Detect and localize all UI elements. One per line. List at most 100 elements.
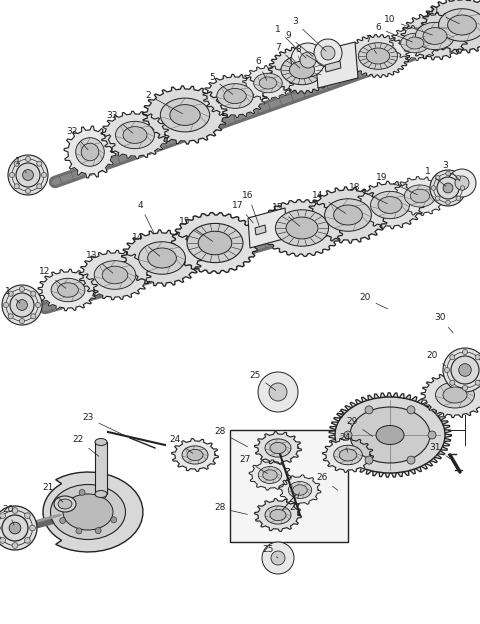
- Text: 14: 14: [312, 190, 346, 213]
- Ellipse shape: [404, 185, 436, 207]
- Circle shape: [2, 515, 28, 541]
- Ellipse shape: [76, 138, 104, 167]
- Circle shape: [25, 188, 31, 193]
- Text: 13: 13: [86, 250, 113, 273]
- Text: 9: 9: [285, 31, 313, 56]
- Ellipse shape: [160, 98, 210, 132]
- Ellipse shape: [265, 506, 291, 524]
- Circle shape: [25, 157, 31, 162]
- Text: 16: 16: [242, 190, 259, 225]
- Circle shape: [321, 46, 335, 60]
- Polygon shape: [254, 499, 301, 532]
- Circle shape: [462, 386, 468, 391]
- Text: 7: 7: [365, 36, 376, 54]
- Text: 22: 22: [72, 436, 99, 456]
- Text: 11: 11: [429, 7, 459, 24]
- Circle shape: [8, 314, 13, 319]
- Text: 19: 19: [376, 173, 418, 195]
- Text: 12: 12: [39, 268, 66, 288]
- Circle shape: [271, 551, 285, 565]
- Text: 28: 28: [214, 427, 248, 447]
- Ellipse shape: [270, 509, 286, 520]
- Text: 20: 20: [426, 351, 446, 366]
- Text: 3: 3: [292, 17, 326, 51]
- Text: 14: 14: [132, 233, 160, 256]
- Circle shape: [10, 172, 14, 178]
- Ellipse shape: [148, 248, 177, 268]
- Ellipse shape: [324, 199, 372, 232]
- Circle shape: [475, 380, 480, 385]
- Ellipse shape: [339, 449, 357, 461]
- Ellipse shape: [139, 241, 185, 275]
- Circle shape: [36, 303, 40, 308]
- Polygon shape: [347, 35, 409, 77]
- Ellipse shape: [406, 37, 424, 49]
- Text: 28: 28: [214, 504, 247, 514]
- Circle shape: [444, 368, 450, 373]
- Circle shape: [76, 528, 82, 534]
- Circle shape: [41, 172, 47, 178]
- Polygon shape: [393, 177, 447, 215]
- Circle shape: [300, 52, 316, 68]
- Ellipse shape: [410, 189, 430, 203]
- Circle shape: [31, 291, 36, 296]
- Circle shape: [14, 183, 19, 189]
- Ellipse shape: [289, 61, 314, 79]
- Circle shape: [37, 161, 42, 166]
- Circle shape: [450, 354, 455, 360]
- Circle shape: [12, 543, 18, 548]
- Circle shape: [450, 380, 455, 385]
- Polygon shape: [43, 472, 143, 552]
- Circle shape: [455, 176, 469, 190]
- Ellipse shape: [286, 217, 318, 239]
- Text: 24: 24: [339, 434, 350, 452]
- Circle shape: [24, 513, 30, 519]
- Ellipse shape: [94, 261, 136, 290]
- Circle shape: [23, 170, 34, 180]
- Circle shape: [258, 372, 298, 412]
- Ellipse shape: [58, 499, 72, 509]
- Polygon shape: [421, 373, 480, 417]
- Polygon shape: [242, 66, 293, 100]
- Text: 2: 2: [145, 90, 182, 114]
- Polygon shape: [315, 42, 358, 88]
- Circle shape: [10, 293, 34, 317]
- Circle shape: [59, 502, 65, 508]
- Text: 31: 31: [429, 444, 450, 459]
- Polygon shape: [79, 250, 151, 300]
- Circle shape: [24, 537, 30, 544]
- Text: 25: 25: [262, 545, 278, 558]
- Ellipse shape: [334, 205, 362, 225]
- Circle shape: [12, 507, 18, 514]
- Ellipse shape: [334, 446, 362, 465]
- Circle shape: [428, 431, 436, 439]
- Circle shape: [446, 171, 450, 176]
- Ellipse shape: [288, 482, 312, 499]
- Circle shape: [344, 431, 352, 439]
- Text: 20: 20: [2, 505, 14, 525]
- Circle shape: [14, 161, 19, 166]
- Circle shape: [16, 163, 40, 187]
- Polygon shape: [255, 225, 266, 235]
- Text: 26: 26: [316, 474, 338, 490]
- Text: 24: 24: [169, 436, 193, 453]
- Polygon shape: [254, 432, 301, 464]
- Text: 6: 6: [375, 24, 412, 42]
- Circle shape: [2, 285, 42, 325]
- Text: 4: 4: [137, 200, 154, 233]
- Polygon shape: [121, 230, 203, 286]
- Ellipse shape: [102, 266, 128, 284]
- Text: 8: 8: [295, 46, 325, 67]
- Circle shape: [9, 522, 21, 534]
- Circle shape: [37, 183, 42, 189]
- Bar: [95, 442, 107, 494]
- Ellipse shape: [198, 232, 232, 255]
- Ellipse shape: [187, 223, 243, 263]
- Circle shape: [95, 528, 101, 534]
- Circle shape: [443, 348, 480, 392]
- Circle shape: [0, 537, 5, 544]
- Text: 1: 1: [5, 288, 20, 303]
- Polygon shape: [356, 181, 424, 229]
- Ellipse shape: [81, 143, 99, 161]
- Polygon shape: [421, 0, 480, 53]
